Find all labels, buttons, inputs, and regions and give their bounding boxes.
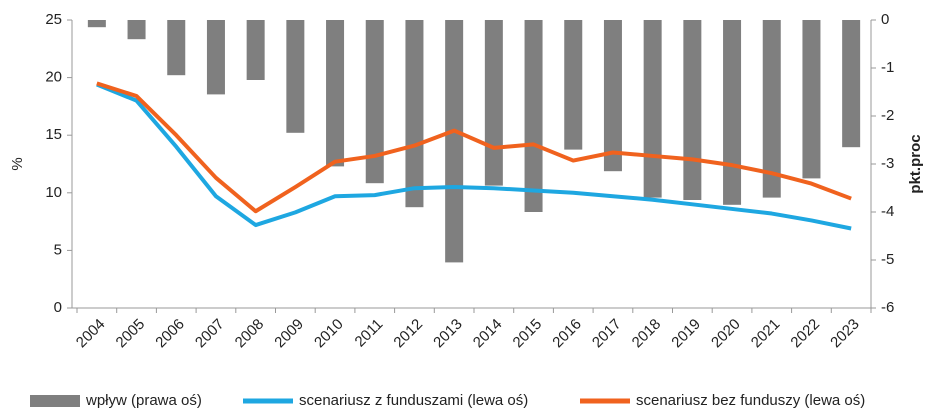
y-tick-label: 5	[54, 241, 62, 258]
y2-axis-label: pkt.proc	[907, 134, 924, 193]
x-tick-label: 2023	[827, 316, 863, 352]
y2-tick-label: -3	[881, 155, 894, 172]
bar	[445, 20, 464, 263]
x-tick-label: 2020	[708, 316, 744, 352]
x-tick-label: 2014	[470, 316, 506, 352]
y2-tick-label: -1	[881, 59, 894, 76]
legend-label: scenariusz z funduszami (lewa oś)	[299, 392, 528, 409]
x-tick-label: 2015	[510, 316, 546, 352]
bar	[167, 20, 186, 76]
y2-tick-label: 0	[881, 11, 889, 28]
y2-tick-label: -2	[881, 107, 894, 124]
y2-tick-label: -4	[881, 203, 894, 220]
bar	[484, 20, 503, 186]
x-tick-label: 2022	[787, 316, 823, 352]
bar	[524, 20, 543, 212]
x-tick-label: 2010	[311, 316, 347, 352]
y2-tick-label: -5	[881, 251, 894, 268]
x-tick-label: 2016	[549, 316, 585, 352]
bar	[87, 20, 106, 28]
y-tick-label: 25	[45, 11, 62, 28]
bar	[326, 20, 345, 167]
x-tick-label: 2012	[390, 316, 426, 352]
x-tick-label: 2006	[152, 316, 188, 352]
bar	[603, 20, 622, 172]
x-tick-label: 2018	[629, 316, 665, 352]
x-tick-label: 2009	[271, 316, 307, 352]
legend-swatch	[30, 395, 80, 407]
x-tick-label: 2021	[748, 316, 784, 352]
bar	[762, 20, 781, 198]
bar	[564, 20, 583, 150]
x-tick-label: 2008	[232, 316, 268, 352]
bar	[206, 20, 225, 95]
legend-label: scenariusz bez funduszy (lewa oś)	[636, 392, 865, 409]
x-tick-label: 2005	[113, 316, 149, 352]
bar	[802, 20, 821, 179]
x-tick-label: 2017	[589, 316, 625, 352]
x-tick-label: 2007	[192, 316, 228, 352]
y-tick-label: 20	[45, 69, 62, 86]
x-tick-label: 2004	[73, 316, 109, 352]
bar	[842, 20, 861, 148]
bar	[723, 20, 742, 205]
y-tick-label: 15	[45, 126, 62, 143]
y2-tick-label: -6	[881, 299, 894, 316]
bar	[127, 20, 146, 40]
y-tick-label: 10	[45, 184, 62, 201]
bar	[643, 20, 662, 198]
line	[96, 81, 852, 214]
y-axis-label: %	[9, 157, 26, 170]
bar	[286, 20, 305, 133]
bar	[365, 20, 384, 184]
bar	[405, 20, 424, 208]
x-tick-label: 2011	[352, 316, 387, 351]
y-tick-label: 0	[54, 299, 62, 316]
x-tick-label: 2019	[668, 316, 704, 352]
line	[96, 82, 852, 231]
bar	[246, 20, 265, 80]
x-tick-label: 2013	[430, 316, 466, 352]
bar	[683, 20, 702, 200]
legend-label: wpływ (prawa oś)	[85, 392, 202, 409]
